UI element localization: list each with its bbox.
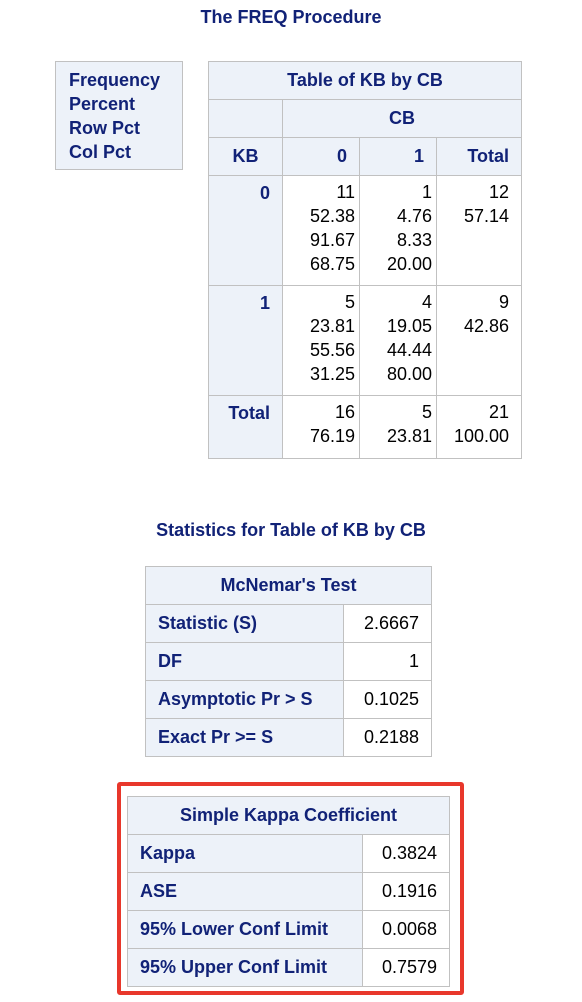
table-row: 0 11 52.38 91.67 68.75 1 4.76 8.33 20.00…: [208, 175, 522, 286]
cell-total-0: 16 76.19: [282, 395, 360, 459]
cell-0-total: 12 57.14: [436, 175, 522, 286]
cell-percent: 42.86: [463, 316, 509, 336]
stat-label: 95% Lower Conf Limit: [127, 910, 363, 949]
cell-frequency: 12: [488, 182, 509, 202]
col-header-total: Total: [436, 137, 522, 176]
row-header-total: Total: [208, 395, 283, 459]
cell-col-pct: 20.00: [386, 254, 432, 274]
statistics-title: Statistics for Table of KB by CB: [156, 520, 426, 540]
cell-row-pct: 91.67: [309, 230, 355, 250]
highlight-box: [117, 782, 464, 995]
cell-1-total: 9 42.86: [436, 285, 522, 396]
table-row: ASE 0.1916: [127, 872, 450, 911]
legend-item-row-pct: Row Pct: [69, 118, 141, 138]
cell-frequency: 16: [334, 402, 355, 422]
cell-contents-legend: Frequency Percent Row Pct Col Pct: [55, 61, 183, 170]
cell-percent: 57.14: [463, 206, 509, 226]
cell-frequency: 4: [421, 292, 432, 312]
stat-value: 0.0068: [362, 910, 450, 949]
cell-frequency: 5: [421, 402, 432, 422]
table-row: Statistic (S) 2.6667: [145, 604, 432, 643]
col-header-0: 0: [282, 137, 360, 176]
table-row: 95% Lower Conf Limit 0.0068: [127, 910, 450, 949]
cell-percent: 76.19: [309, 426, 355, 446]
cell-total-1: 5 23.81: [359, 395, 437, 459]
stat-label: Exact Pr >= S: [145, 718, 344, 757]
cell-0-1: 1 4.76 8.33 20.00: [359, 175, 437, 286]
cell-total-total: 21 100.00: [436, 395, 522, 459]
mcnemar-title: McNemar's Test: [145, 566, 432, 605]
crosstab-table: Table of KB by CB CB KB 0 1 Total 0 11 5…: [208, 61, 522, 459]
cell-row-pct: 8.33: [396, 230, 432, 250]
cell-percent: 23.81: [309, 316, 355, 336]
stat-label: DF: [145, 642, 344, 681]
table-row: Total 16 76.19 5 23.81 21 100.00: [208, 395, 522, 459]
cell-percent: 52.38: [309, 206, 355, 226]
table-row: 1 5 23.81 55.56 31.25 4 19.05 44.44 80.0…: [208, 285, 522, 396]
col-var-header: CB: [282, 99, 522, 138]
stat-value: 2.6667: [343, 604, 432, 643]
kappa-table: Simple Kappa Coefficient Kappa 0.3824 AS…: [127, 796, 450, 987]
table-row: Kappa 0.3824: [127, 834, 450, 873]
stat-value: 0.2188: [343, 718, 432, 757]
stat-value: 0.1025: [343, 680, 432, 719]
cell-col-pct: 80.00: [386, 364, 432, 384]
stat-value: 1: [343, 642, 432, 681]
table-row: 95% Upper Conf Limit 0.7579: [127, 948, 450, 987]
row-header-0: 0: [208, 175, 283, 286]
legend-item-frequency: Frequency: [69, 70, 161, 90]
cell-percent: 19.05: [386, 316, 432, 336]
cell-percent: 100.00: [453, 426, 509, 446]
stat-value: 0.7579: [362, 948, 450, 987]
legend-item-percent: Percent: [69, 94, 136, 114]
mcnemar-table: McNemar's Test Statistic (S) 2.6667 DF 1…: [145, 566, 432, 757]
cell-frequency: 21: [488, 402, 509, 422]
stat-value: 0.1916: [362, 872, 450, 911]
kappa-title: Simple Kappa Coefficient: [127, 796, 450, 835]
table-row: DF 1: [145, 642, 432, 681]
stat-label: Asymptotic Pr > S: [145, 680, 344, 719]
procedure-title: The FREQ Procedure: [200, 7, 382, 27]
crosstab-title: Table of KB by CB: [208, 61, 522, 100]
cell-row-pct: 55.56: [309, 340, 355, 360]
crosstab-corner: [208, 99, 283, 138]
table-row: Asymptotic Pr > S 0.1025: [145, 680, 432, 719]
stat-label: ASE: [127, 872, 363, 911]
cell-frequency: 9: [498, 292, 509, 312]
cell-percent: 4.76: [396, 206, 432, 226]
cell-0-0: 11 52.38 91.67 68.75: [282, 175, 360, 286]
row-var-header: KB: [208, 137, 283, 176]
legend-item-col-pct: Col Pct: [69, 142, 132, 162]
cell-frequency: 11: [336, 182, 355, 202]
cell-col-pct: 68.75: [309, 254, 355, 274]
cell-1-1: 4 19.05 44.44 80.00: [359, 285, 437, 396]
cell-1-0: 5 23.81 55.56 31.25: [282, 285, 360, 396]
cell-row-pct: 44.44: [386, 340, 432, 360]
stat-label: Statistic (S): [145, 604, 344, 643]
cell-col-pct: 31.25: [309, 364, 355, 384]
cell-percent: 23.81: [386, 426, 432, 446]
row-header-1: 1: [208, 285, 283, 396]
stat-label: 95% Upper Conf Limit: [127, 948, 363, 987]
table-row: Exact Pr >= S 0.2188: [145, 718, 432, 757]
cell-frequency: 1: [421, 182, 432, 202]
col-header-1: 1: [359, 137, 437, 176]
cell-frequency: 5: [344, 292, 355, 312]
